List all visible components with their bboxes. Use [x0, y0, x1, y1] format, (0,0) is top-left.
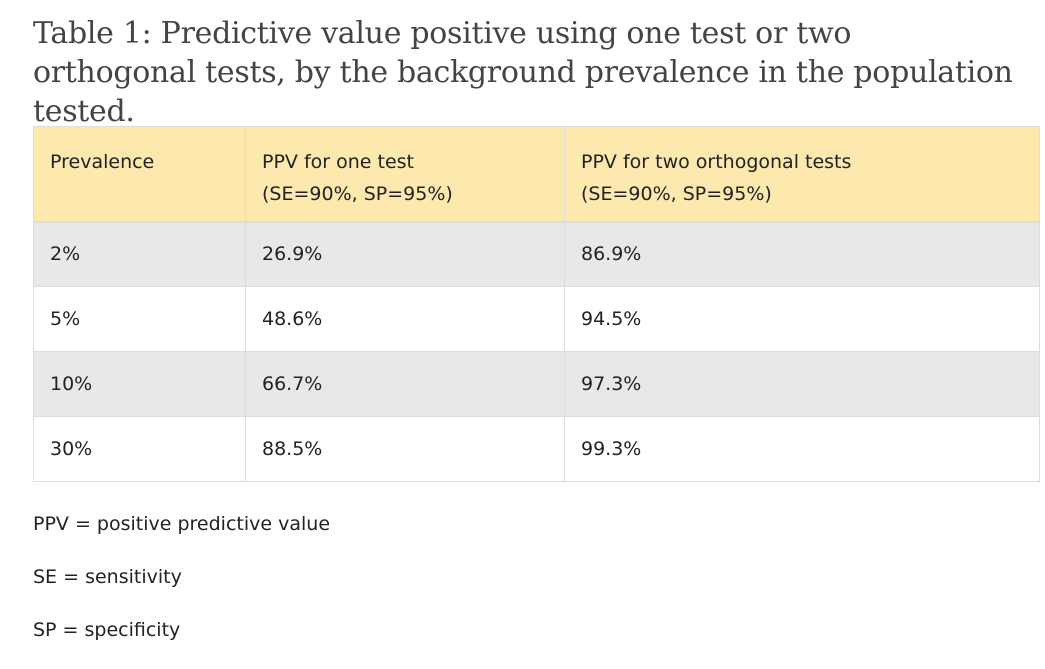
table-header-row: Prevalence PPV for one test (SE=90%, SP=… — [33, 126, 1040, 222]
cell-ppv-two: 94.5% — [564, 286, 1040, 352]
table-caption: Table 1: Predictive value positive using… — [33, 16, 1013, 129]
table-row: 2% 26.9% 86.9% — [33, 221, 1040, 287]
header-ppv-one-test: PPV for one test (SE=90%, SP=95%) — [245, 126, 565, 222]
cell-prevalence: 2% — [33, 221, 246, 287]
cell-prevalence: 30% — [33, 416, 246, 482]
abbreviation-notes: PPV = positive predictive value SE = sen… — [33, 510, 330, 669]
header-ppv-one-test-params: (SE=90%, SP=95%) — [262, 183, 453, 205]
cell-ppv-one: 66.7% — [245, 351, 565, 417]
table-row: 5% 48.6% 94.5% — [33, 286, 1040, 352]
table-row: 30% 88.5% 99.3% — [33, 416, 1040, 482]
cell-prevalence: 10% — [33, 351, 246, 417]
cell-ppv-one: 48.6% — [245, 286, 565, 352]
header-prevalence: Prevalence — [33, 126, 246, 222]
header-prevalence-label: Prevalence — [50, 151, 155, 173]
header-ppv-two-tests: PPV for two orthogonal tests (SE=90%, SP… — [564, 126, 1040, 222]
cell-ppv-two: 86.9% — [564, 221, 1040, 287]
ppv-table: Prevalence PPV for one test (SE=90%, SP=… — [33, 126, 1040, 482]
header-ppv-two-tests-params: (SE=90%, SP=95%) — [581, 183, 772, 205]
cell-prevalence: 5% — [33, 286, 246, 352]
note-se: SE = sensitivity — [33, 566, 182, 588]
header-ppv-one-test-label: PPV for one test — [262, 151, 414, 173]
note-sp: SP = specificity — [33, 619, 181, 641]
table-row: 10% 66.7% 97.3% — [33, 351, 1040, 417]
note-ppv: PPV = positive predictive value — [33, 513, 331, 535]
cell-ppv-two: 97.3% — [564, 351, 1040, 417]
cell-ppv-one: 26.9% — [245, 221, 565, 287]
cell-ppv-two: 99.3% — [564, 416, 1040, 482]
cell-ppv-one: 88.5% — [245, 416, 565, 482]
header-ppv-two-tests-label: PPV for two orthogonal tests — [581, 151, 852, 173]
